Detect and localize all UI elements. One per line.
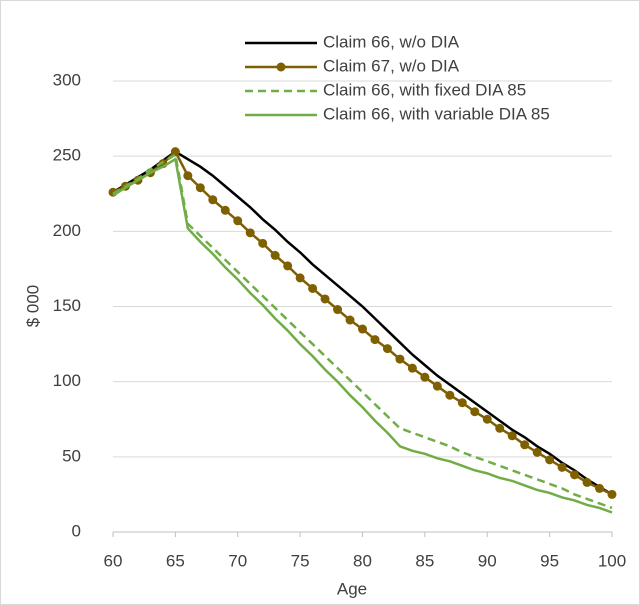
- x-tick-label: 100: [598, 551, 626, 570]
- legend-marker: [276, 62, 286, 72]
- x-tick-label: 80: [353, 551, 372, 570]
- series-marker: [507, 431, 517, 441]
- series-marker: [532, 447, 542, 457]
- y-tick-label: 200: [53, 221, 81, 240]
- series-marker: [270, 250, 280, 260]
- series-marker: [333, 305, 343, 315]
- series-marker: [520, 440, 530, 450]
- series-marker: [195, 183, 205, 193]
- x-tick-label: 85: [415, 551, 434, 570]
- series-marker: [495, 423, 505, 433]
- series-marker: [482, 414, 492, 424]
- x-tick-label: 70: [228, 551, 247, 570]
- y-tick-label: 100: [53, 371, 81, 390]
- y-axis-title: $ 000: [23, 285, 42, 328]
- series-marker: [557, 462, 567, 472]
- series-marker: [407, 363, 417, 373]
- series-line: [112, 152, 613, 510]
- series-marker: [220, 205, 230, 215]
- legend-label: Claim 67, w/o DIA: [323, 56, 460, 75]
- series-marker: [432, 381, 442, 391]
- y-tick-label: 0: [72, 521, 81, 540]
- legend-label: Claim 66, with fixed DIA 85: [323, 80, 526, 99]
- y-tick-label: 50: [62, 446, 81, 465]
- series-marker: [420, 372, 430, 382]
- series-marker: [370, 335, 380, 345]
- series-marker: [457, 398, 467, 408]
- x-axis-title: Age: [337, 579, 367, 598]
- series-marker: [582, 477, 592, 487]
- series-marker: [283, 261, 293, 271]
- series-marker: [395, 354, 405, 364]
- series-marker: [295, 273, 305, 283]
- series-marker: [233, 216, 243, 226]
- series-marker: [320, 294, 330, 304]
- series-marker: [345, 315, 355, 325]
- series-marker: [382, 344, 392, 354]
- y-tick-label: 250: [53, 146, 81, 165]
- x-tick-label: 60: [104, 551, 123, 570]
- series-marker: [570, 470, 580, 480]
- series-marker: [208, 195, 218, 205]
- series-marker: [358, 324, 367, 334]
- series-marker: [545, 455, 555, 465]
- series-marker: [183, 171, 193, 181]
- x-tick-label: 95: [540, 551, 559, 570]
- legend-label: Claim 66, with variable DIA 85: [323, 104, 550, 123]
- series-line: [112, 150, 613, 496]
- series-line: [112, 157, 613, 514]
- legend-label: Claim 66, w/o DIA: [323, 32, 460, 51]
- x-tick-label: 65: [166, 551, 185, 570]
- x-tick-label: 90: [478, 551, 497, 570]
- series-marker: [245, 228, 255, 238]
- x-tick-label: 75: [291, 551, 310, 570]
- series-marker: [308, 283, 318, 293]
- series-marker: [595, 483, 605, 493]
- series-marker: [258, 238, 268, 248]
- series-marker: [470, 407, 480, 417]
- series-marker: [445, 390, 455, 400]
- y-tick-label: 150: [53, 296, 81, 315]
- series-marker: [607, 489, 617, 499]
- y-tick-label: 300: [53, 70, 81, 89]
- series-marker: [170, 147, 180, 157]
